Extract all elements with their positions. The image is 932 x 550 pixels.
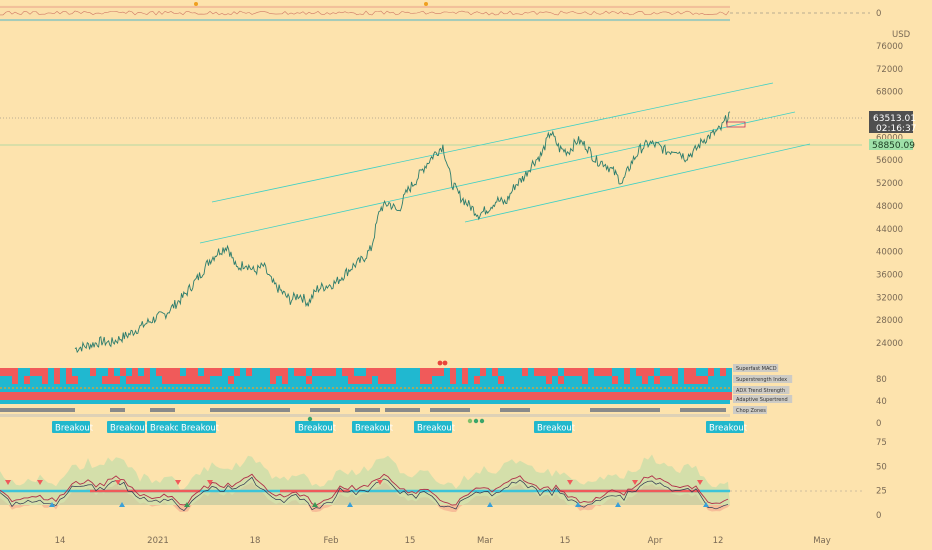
- breakout-label-text: Breakout: [537, 424, 576, 434]
- sell-marker: [115, 480, 121, 485]
- breakout-label: Breakout: [178, 421, 220, 434]
- breakout-label-text: Breakout: [150, 424, 189, 434]
- breakout-label-text: Breakout: [417, 424, 456, 434]
- heatmap-panel: Superfast MACD Superstrength Index ADX Tre…: [0, 360, 887, 429]
- time-axis: 14 2021 18 Feb 15 Mar 15 Apr 12 May: [55, 536, 831, 546]
- time-tick-label: 15: [405, 536, 416, 546]
- oscillator-axis: 0 25 50 75: [876, 438, 887, 521]
- top-oscillator-panel: 0: [0, 2, 881, 22]
- price-tick-label: 48000: [876, 202, 903, 212]
- price-tick-label: 60000: [876, 133, 903, 143]
- heatmap-row-label-text: Adaptive Supertrend: [736, 397, 788, 403]
- breakout-label: Breakout: [107, 421, 149, 434]
- heatmap-row-label-text: Superstrength Index: [736, 377, 787, 383]
- oscillator-tick-label: 50: [876, 462, 887, 472]
- price-tick-label: 44000: [876, 225, 903, 235]
- breakout-label-text: Breakout: [110, 424, 149, 434]
- time-tick-label: 12: [713, 536, 724, 546]
- sell-marker: [632, 480, 638, 485]
- heatmap-row-label-text: ADX Trend Strength: [736, 388, 785, 394]
- time-tick-label: 2021: [147, 536, 169, 546]
- breakout-label: Breakout: [295, 421, 337, 434]
- price-tick-label: 24000: [876, 339, 903, 349]
- sell-marker: [175, 480, 181, 485]
- price-tick-label: 76000: [876, 42, 903, 52]
- time-tick-label: May: [813, 536, 831, 546]
- breakout-label-text: Breakout: [181, 424, 220, 434]
- price-series: [74, 111, 731, 354]
- breakout-label: Breakout: [147, 421, 189, 434]
- time-tick-label: Mar: [477, 536, 494, 546]
- oscillator-tick-label: 75: [876, 438, 887, 448]
- heatmap-axis: 0 40 80: [876, 375, 887, 429]
- sell-marker: [567, 480, 573, 485]
- buy-marker: [49, 502, 55, 507]
- currency-label: USD: [892, 30, 911, 40]
- breakout-label-text: Breakout: [298, 424, 337, 434]
- buy-marker: [184, 502, 190, 507]
- price-panel: 24000 28000 32000 36000 40000 44000 48000 52000…: [0, 42, 916, 354]
- breakout-label: Breakout: [52, 421, 94, 434]
- buy-marker: [575, 502, 581, 507]
- heatmap-row-label: Superstrength Index: [733, 375, 793, 383]
- oscillator-tick-label: 25: [876, 487, 887, 497]
- reference-price-label: 58850.09: [872, 141, 915, 151]
- heatmap-row-labels: Superfast MACD Superstrength Index ADX Tre…: [733, 364, 793, 414]
- countdown-label: 02:16:37: [876, 124, 916, 134]
- breakout-label: Breakout: [534, 421, 576, 434]
- sell-marker: [207, 480, 213, 485]
- oscillator-tick-label: 0: [876, 511, 881, 521]
- oscillator-panel: 0 25 50 75: [0, 438, 887, 521]
- price-tick-label: 28000: [876, 316, 903, 326]
- heatmap-tick-label: 40: [876, 397, 887, 407]
- breakout-label-text: Breakout: [709, 424, 748, 434]
- heatmap-row-label: ADX Trend Strength: [733, 386, 790, 394]
- price-tick-label: 56000: [876, 156, 903, 166]
- heatmap-row-label: Adaptive Supertrend: [733, 395, 793, 403]
- price-tick-label: 36000: [876, 270, 903, 280]
- buy-marker: [487, 502, 493, 507]
- breakout-label: Breakout: [414, 421, 456, 434]
- price-axis: 24000 28000 32000 36000 40000 44000 48000 52000…: [876, 42, 903, 349]
- sell-marker: [697, 480, 703, 485]
- price-tick-label: 68000: [876, 88, 903, 98]
- buy-marker: [119, 502, 125, 507]
- time-tick-label: 18: [250, 536, 261, 546]
- heatmap-row-label-text: Superfast MACD: [736, 366, 777, 372]
- price-tag-current: 63513.01 02:16:37: [869, 111, 916, 134]
- current-price-label: 63513.01: [873, 114, 916, 124]
- price-tick-label: 32000: [876, 293, 903, 303]
- sell-marker: [377, 480, 383, 485]
- time-tick-label: Apr: [648, 536, 663, 546]
- price-tick-label: 52000: [876, 179, 903, 189]
- buy-marker: [312, 502, 318, 507]
- breakout-label-text: Breakout: [355, 424, 394, 434]
- top-panel-zero-label: 0: [876, 9, 881, 19]
- price-tag-reference: 58850.09: [869, 139, 915, 151]
- breakout-label-text: Breakout: [55, 424, 94, 434]
- heatmap-row-label-text: Chop Zones: [736, 408, 766, 414]
- price-tick-label: 72000: [876, 65, 903, 75]
- heatmap-row-label: Superfast MACD: [733, 364, 779, 372]
- time-tick-label: 15: [560, 536, 571, 546]
- sell-marker: [5, 480, 11, 485]
- time-tick-label: Feb: [323, 536, 338, 546]
- buy-marker: [615, 502, 621, 507]
- heatmap-tick-label: 80: [876, 375, 887, 385]
- price-tick-label: 40000: [876, 248, 903, 258]
- breakout-label: Breakout: [352, 421, 394, 434]
- heatmap-tick-label: 0: [876, 419, 881, 429]
- sell-marker: [37, 480, 43, 485]
- time-tick-label: 14: [55, 536, 66, 546]
- breakout-label: Breakout: [706, 421, 748, 434]
- buy-marker: [703, 502, 709, 507]
- heatmap-row-label: Chop Zones: [733, 406, 767, 414]
- buy-marker: [347, 502, 353, 507]
